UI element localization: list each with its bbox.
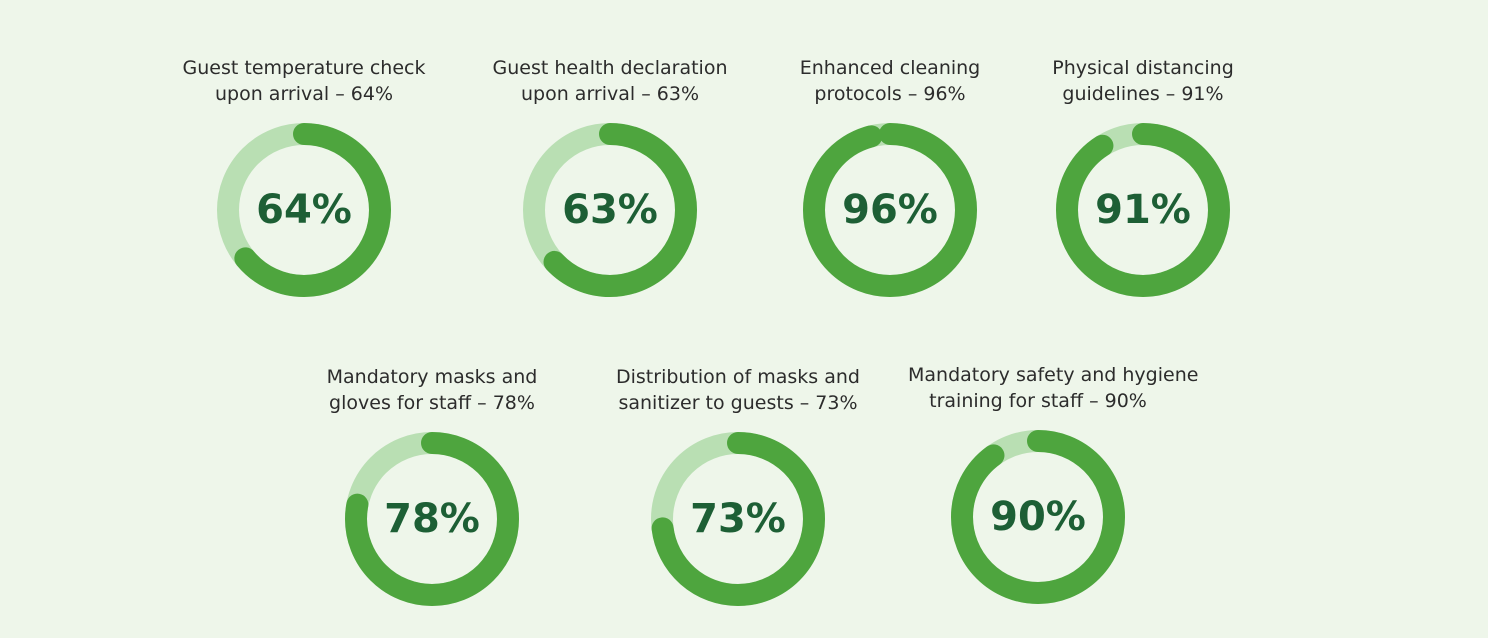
label-line-2: guidelines – 91% [1062, 83, 1224, 105]
label-line-1: Guest health declaration [492, 57, 728, 79]
donut-card-masks-sanitizer: Distribution of masks and sanitizer to g… [608, 364, 868, 634]
donut-svg [217, 123, 391, 297]
donut-svg [345, 432, 519, 606]
donut-label: Distribution of masks and sanitizer to g… [608, 364, 868, 416]
donut-value-label: 73% [690, 496, 786, 542]
donut-chart: 78% [345, 432, 519, 606]
donut-svg [803, 123, 977, 297]
donut-arc [803, 123, 977, 297]
label-line-2: protocols – 96% [814, 83, 966, 105]
donut-value-label: 64% [256, 187, 352, 233]
donut-value-label: 90% [990, 494, 1086, 540]
donut-chart: 96% [803, 123, 977, 297]
donut-label: Enhanced cleaning protocols – 96% [760, 55, 1020, 107]
label-line-1: Physical distancing [1052, 57, 1234, 79]
donut-label: Mandatory safety and hygiene training fo… [908, 362, 1199, 414]
donut-svg [1056, 123, 1230, 297]
donut-label: Physical distancing guidelines – 91% [1013, 55, 1273, 107]
donut-arc [217, 123, 391, 297]
donut-value-label: 91% [1095, 187, 1191, 233]
donut-svg [651, 432, 825, 606]
donut-chart: 91% [1056, 123, 1230, 297]
donut-chart: 64% [217, 123, 391, 297]
donut-svg [951, 430, 1125, 604]
donut-value-label: 78% [384, 496, 480, 542]
label-line-1: Guest temperature check [182, 57, 426, 79]
label-line-2: training for staff – 90% [929, 390, 1147, 412]
donut-card-safety-training: Mandatory safety and hygiene training fo… [908, 362, 1199, 632]
donut-chart: 90% [951, 430, 1125, 604]
donut-label: Guest health declaration upon arrival – … [480, 55, 740, 107]
donut-arc [1056, 123, 1230, 297]
donut-value-label: 63% [562, 187, 658, 233]
label-line-2: gloves for staff – 78% [329, 392, 535, 414]
donut-label: Guest temperature check upon arrival – 6… [174, 55, 434, 107]
label-line-1: Distribution of masks and [616, 366, 860, 388]
donut-value-label: 96% [842, 187, 938, 233]
donut-chart: 63% [523, 123, 697, 297]
donut-arc [523, 123, 697, 297]
label-line-2: sanitizer to guests – 73% [618, 392, 858, 414]
donut-card-health-declaration: Guest health declaration upon arrival – … [480, 55, 740, 325]
label-line-1: Enhanced cleaning [799, 57, 981, 79]
donut-chart: 73% [651, 432, 825, 606]
donut-card-masks-gloves: Mandatory masks and gloves for staff – 7… [302, 364, 562, 634]
label-line-2: upon arrival – 63% [521, 83, 699, 105]
donut-card-enhanced-cleaning: Enhanced cleaning protocols – 96% 96% [760, 55, 1020, 325]
donut-svg [523, 123, 697, 297]
label-line-1: Mandatory masks and [326, 366, 538, 388]
donut-label: Mandatory masks and gloves for staff – 7… [302, 364, 562, 416]
donut-arc [951, 430, 1125, 604]
label-line-2: upon arrival – 64% [215, 83, 393, 105]
label-line-1: Mandatory safety and hygiene [908, 364, 1199, 386]
donut-card-temperature-check: Guest temperature check upon arrival – 6… [174, 55, 434, 325]
donut-card-physical-distancing: Physical distancing guidelines – 91% 91% [1013, 55, 1273, 325]
donut-arc [651, 432, 825, 606]
donut-arc [345, 432, 519, 606]
